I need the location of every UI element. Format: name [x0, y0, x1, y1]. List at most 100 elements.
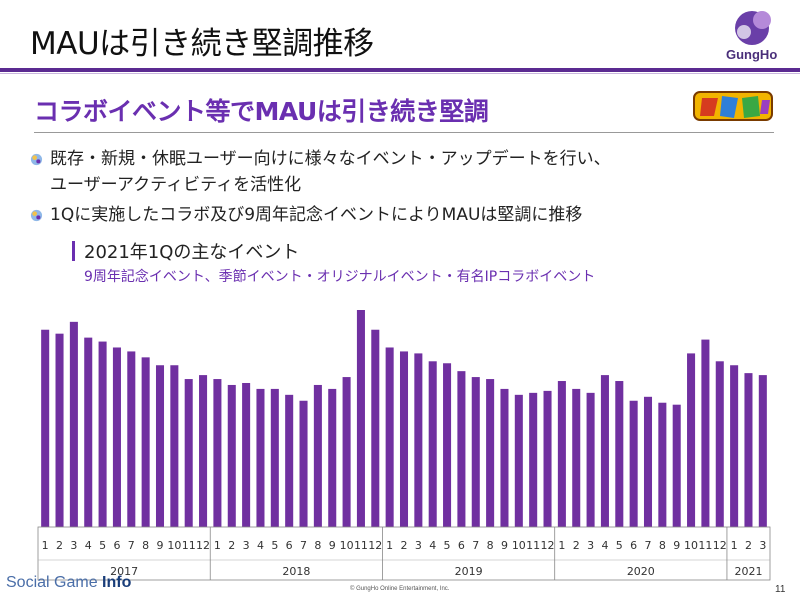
tick-label-50: 2: [745, 539, 752, 552]
bar-11: [184, 379, 193, 527]
tick-label-51: 3: [759, 539, 766, 552]
tick-label-36: 12: [541, 539, 555, 552]
bar-45: [672, 404, 681, 527]
bar-9: [155, 365, 165, 527]
tick-label-17: 5: [271, 539, 278, 552]
section-subheading: 9周年記念イベント、季節イベント・オリジナルイベント・有名IPコラボイベント: [84, 269, 596, 285]
tick-label-14: 2: [228, 539, 235, 552]
bar-6: [112, 347, 121, 527]
bar-20: [313, 384, 322, 527]
bar-8: [141, 357, 150, 527]
bar-34: [514, 394, 523, 527]
bar-28: [428, 361, 437, 527]
bar-19: [299, 400, 308, 527]
tick-label-5: 5: [99, 539, 106, 552]
tick-label-39: 3: [587, 539, 594, 552]
gungho-logo-icon: [735, 11, 771, 45]
bullet-orb-icon: [30, 209, 43, 222]
bullet-orb-icon: [30, 153, 43, 166]
bar-47: [701, 339, 710, 527]
bar-46: [687, 353, 696, 527]
bar-51: [758, 375, 767, 527]
bar-15: [242, 382, 251, 527]
bar-26: [399, 351, 409, 527]
bullet-text-1a: 既存・新規・休眠ユーザー向けに様々なイベント・アップデートを行い、: [50, 149, 611, 169]
tick-label-23: 11: [354, 539, 368, 552]
bullet-item-2: 1Qに実施したコラボ及び9周年記念イベントによりMAUは堅調に推移: [30, 202, 582, 228]
tick-label-35: 11: [526, 539, 540, 552]
tick-label-28: 4: [429, 539, 436, 552]
tick-label-33: 9: [501, 539, 508, 552]
section-heading: 2021年1Qの主なイベント: [84, 242, 300, 263]
tick-label-47: 11: [698, 539, 712, 552]
tick-label-1: 1: [42, 539, 49, 552]
tick-label-48: 12: [713, 539, 727, 552]
bullet-text-1b: ユーザーアクティビティを活性化: [50, 175, 302, 195]
bar-1: [41, 329, 50, 527]
bar-36: [543, 390, 552, 527]
bar-24: [371, 329, 380, 527]
gungho-logo-text: GungHo: [726, 47, 778, 62]
bar-10: [170, 365, 179, 527]
year-label-2019: 2019: [455, 565, 483, 578]
tick-label-30: 6: [458, 539, 465, 552]
tick-label-26: 2: [401, 539, 408, 552]
tick-label-18: 6: [286, 539, 293, 552]
tick-label-22: 10: [340, 539, 354, 552]
tick-label-13: 1: [214, 539, 221, 552]
year-label-2020: 2020: [627, 565, 655, 578]
puzzle-and-dragons-logo-icon: [693, 91, 773, 121]
tick-label-16: 4: [257, 539, 264, 552]
bar-7: [127, 351, 136, 527]
tick-label-8: 8: [142, 539, 149, 552]
x-axis-frame: [37, 526, 771, 581]
tick-label-42: 6: [630, 539, 637, 552]
tick-label-2: 2: [56, 539, 63, 552]
bar-39: [586, 392, 595, 527]
bar-30: [457, 371, 466, 527]
bar-22: [342, 377, 351, 527]
bar-3: [69, 321, 78, 527]
bar-14: [227, 384, 236, 527]
bar-29: [443, 363, 452, 527]
bar-25: [385, 347, 394, 527]
bar-50: [744, 373, 753, 527]
page-number: 11: [775, 584, 786, 595]
bar-48: [715, 361, 724, 527]
tick-label-20: 8: [314, 539, 321, 552]
tick-label-24: 12: [368, 539, 382, 552]
bar-12: [199, 375, 208, 527]
bar-41: [615, 381, 624, 527]
year-label-2017: 2017: [110, 565, 138, 578]
bar-17: [270, 388, 279, 527]
bar-31: [471, 377, 480, 527]
bar-13: [213, 379, 222, 527]
bar-18: [285, 394, 294, 527]
tick-label-4: 4: [85, 539, 92, 552]
footer-brand: Social Game Info: [6, 574, 131, 592]
tick-label-19: 7: [300, 539, 307, 552]
tick-label-15: 3: [243, 539, 250, 552]
tick-label-27: 3: [415, 539, 422, 552]
year-label-2018: 2018: [282, 565, 310, 578]
bar-38: [572, 388, 581, 527]
tick-label-31: 7: [472, 539, 479, 552]
bar-42: [629, 400, 638, 527]
bar-21: [328, 388, 337, 527]
tick-label-44: 8: [659, 539, 666, 552]
tick-label-40: 4: [601, 539, 608, 552]
copyright: © GungHo Online Entertainment, Inc.: [350, 586, 450, 592]
tick-label-43: 7: [645, 539, 652, 552]
tick-label-10: 10: [167, 539, 181, 552]
title-rule-thin: [0, 73, 800, 74]
tick-label-25: 1: [386, 539, 393, 552]
tick-label-32: 8: [487, 539, 494, 552]
tick-label-3: 3: [70, 539, 77, 552]
bar-23: [356, 310, 365, 527]
bar-33: [500, 388, 509, 527]
footer-brand-a: Social Game: [6, 574, 103, 591]
tick-label-38: 2: [573, 539, 580, 552]
tick-label-21: 9: [329, 539, 336, 552]
bar-44: [658, 402, 667, 527]
bar-49: [730, 365, 739, 527]
